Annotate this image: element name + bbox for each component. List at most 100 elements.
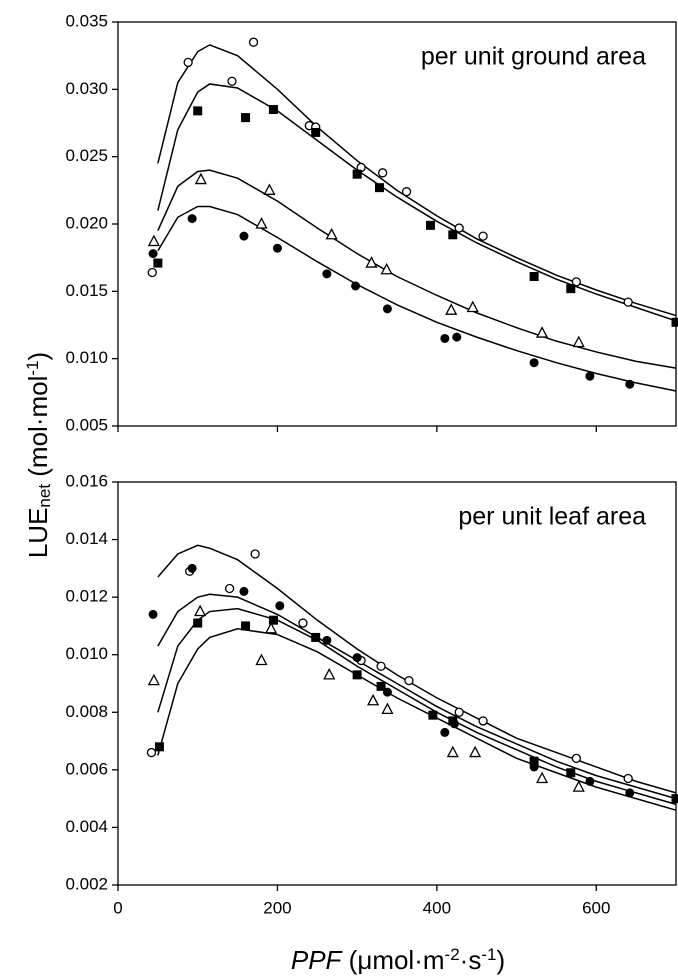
fit-curve <box>157 169 677 369</box>
fit-curve <box>157 44 677 317</box>
x-tick-label: 200 <box>263 898 291 917</box>
point <box>469 745 482 758</box>
point <box>529 272 539 282</box>
fit-curve <box>157 544 677 794</box>
point <box>536 771 549 784</box>
point <box>322 269 332 279</box>
annotation: per unit leaf area <box>458 503 646 531</box>
point <box>572 335 585 348</box>
point <box>275 601 285 611</box>
point <box>378 168 388 178</box>
label-part: -1 <box>481 945 496 964</box>
point <box>239 586 249 596</box>
point <box>187 214 197 224</box>
y-tick-label: 0.015 <box>65 281 108 300</box>
point <box>381 702 394 715</box>
point <box>585 371 595 381</box>
point <box>148 609 158 619</box>
point <box>268 105 278 115</box>
point <box>625 788 635 798</box>
point <box>445 303 458 315</box>
point <box>448 230 458 240</box>
point <box>425 220 435 230</box>
y-tick-label: 0.030 <box>65 79 108 98</box>
point <box>566 768 576 778</box>
point <box>351 281 361 291</box>
point <box>193 618 203 628</box>
point <box>255 217 268 229</box>
point <box>376 681 386 691</box>
y-tick-label: 0.014 <box>65 529 108 548</box>
point <box>250 549 260 559</box>
fit-curve <box>157 593 677 800</box>
point <box>187 563 197 573</box>
point <box>268 615 278 625</box>
point <box>352 653 362 663</box>
point <box>440 333 450 343</box>
point <box>311 632 321 642</box>
point <box>478 716 488 726</box>
fit-curve <box>157 205 677 392</box>
x-tick-label: 0 <box>113 898 122 917</box>
point <box>428 710 438 720</box>
point <box>365 256 378 268</box>
label-part: LUE <box>23 508 53 559</box>
point <box>623 773 633 784</box>
point <box>248 37 259 47</box>
point <box>147 234 160 247</box>
point <box>154 742 164 752</box>
plot-frame <box>117 21 677 427</box>
point <box>536 326 549 338</box>
point <box>671 317 678 327</box>
point <box>382 687 392 697</box>
point <box>241 621 251 631</box>
y-tick-label: 0.025 <box>65 146 108 165</box>
point <box>380 262 393 275</box>
point <box>146 747 157 758</box>
y-axis-label: LUEnet (mol·mol-1) <box>23 352 54 558</box>
point <box>454 223 464 233</box>
point <box>449 719 459 729</box>
label-part: net <box>35 484 54 508</box>
point <box>374 183 384 193</box>
point <box>322 635 332 645</box>
y-tick-label: 0.020 <box>65 213 108 232</box>
point <box>147 673 160 686</box>
label-part: ) <box>23 352 53 361</box>
point <box>529 762 539 772</box>
point <box>585 776 595 786</box>
point <box>325 227 338 240</box>
plot-frame <box>117 481 677 886</box>
point <box>227 76 237 86</box>
point <box>529 358 539 368</box>
y-tick-label: 0.005 <box>65 415 108 434</box>
point <box>382 304 392 314</box>
y-tick-label: 0.010 <box>65 644 108 663</box>
label-part: (μmol·m <box>341 945 444 975</box>
point <box>147 267 157 278</box>
point <box>571 753 582 763</box>
label-part: ·s <box>460 945 482 975</box>
point <box>625 379 635 389</box>
label-part: (mol·mol <box>23 376 53 484</box>
point <box>452 332 462 342</box>
point <box>255 653 268 666</box>
label-part: ) <box>496 945 505 975</box>
point <box>148 249 158 259</box>
point <box>572 780 585 792</box>
point <box>623 297 633 307</box>
y-tick-label: 0.012 <box>65 587 108 606</box>
y-tick-label: 0.010 <box>65 348 108 367</box>
point <box>272 243 282 253</box>
point <box>454 707 464 717</box>
point <box>571 277 582 287</box>
point <box>153 258 163 268</box>
label-part: PPF <box>291 945 344 975</box>
fit-curve <box>157 628 677 811</box>
x-tick-label: 400 <box>423 898 451 917</box>
y-tick-label: 0.004 <box>65 817 108 836</box>
point <box>323 667 336 680</box>
point <box>224 583 235 594</box>
point <box>446 745 459 758</box>
